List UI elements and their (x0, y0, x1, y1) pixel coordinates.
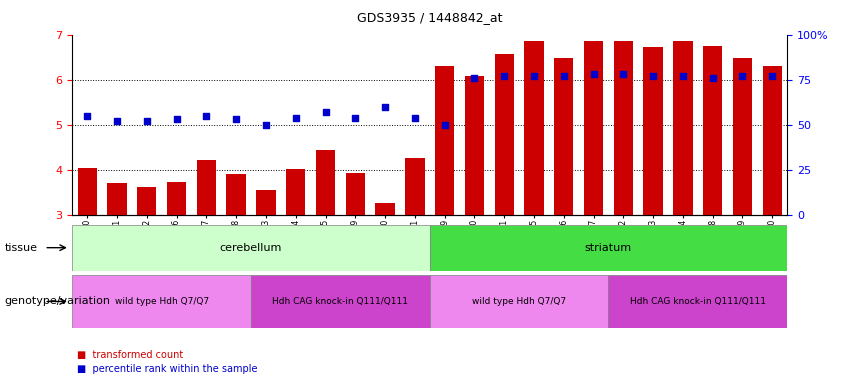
Point (408, 114, 422, 121)
Bar (286, 169, 306, 215)
Bar (107, 182, 127, 215)
Bar (584, 41, 603, 215)
Text: wild type Hdh Q7/Q7: wild type Hdh Q7/Q7 (472, 297, 566, 306)
Text: genotype/variation: genotype/variation (4, 296, 111, 306)
Bar (346, 173, 365, 215)
Bar (733, 58, 752, 215)
Bar (316, 150, 335, 215)
Bar (703, 46, 722, 215)
Point (705, 75, 719, 81)
Bar (643, 47, 663, 215)
Point (676, 73, 689, 79)
Text: ■  percentile rank within the sample: ■ percentile rank within the sample (77, 364, 257, 374)
Bar (465, 76, 484, 215)
Bar (405, 158, 425, 215)
Bar (167, 182, 186, 215)
Point (527, 73, 541, 79)
Text: striatum: striatum (585, 243, 632, 253)
Point (557, 73, 570, 79)
Point (467, 75, 481, 81)
Point (348, 114, 362, 121)
Bar (430, 225, 787, 271)
Point (378, 104, 391, 110)
Point (318, 109, 332, 115)
Bar (494, 54, 514, 215)
Bar (72, 225, 430, 271)
Point (735, 73, 749, 79)
Point (140, 118, 154, 124)
Bar (614, 41, 633, 215)
Point (259, 122, 272, 128)
Point (288, 114, 303, 121)
Bar (137, 187, 157, 215)
Point (111, 118, 124, 124)
Bar (72, 275, 251, 328)
Point (616, 71, 630, 77)
Point (497, 73, 511, 79)
Bar (197, 160, 216, 215)
Bar (256, 190, 276, 215)
Bar (435, 66, 454, 215)
Bar (762, 66, 782, 215)
Text: tissue: tissue (4, 243, 37, 253)
Text: Hdh CAG knock-in Q111/Q111: Hdh CAG knock-in Q111/Q111 (630, 297, 766, 306)
Point (437, 122, 451, 128)
Point (646, 73, 660, 79)
Text: Hdh CAG knock-in Q111/Q111: Hdh CAG knock-in Q111/Q111 (272, 297, 408, 306)
Point (199, 113, 213, 119)
Bar (608, 275, 787, 328)
Point (586, 71, 600, 77)
Bar (430, 275, 608, 328)
Text: cerebellum: cerebellum (220, 243, 283, 253)
Text: ■  transformed count: ■ transformed count (77, 350, 183, 360)
Bar (524, 41, 544, 215)
Text: wild type Hdh Q7/Q7: wild type Hdh Q7/Q7 (115, 297, 208, 306)
Point (229, 116, 243, 122)
Bar (554, 58, 574, 215)
Bar (251, 275, 430, 328)
Text: GDS3935 / 1448842_at: GDS3935 / 1448842_at (357, 12, 502, 25)
Point (80, 113, 94, 119)
Bar (375, 203, 395, 215)
Bar (226, 174, 246, 215)
Point (169, 116, 183, 122)
Bar (673, 41, 693, 215)
Bar (77, 168, 97, 215)
Point (765, 73, 779, 79)
